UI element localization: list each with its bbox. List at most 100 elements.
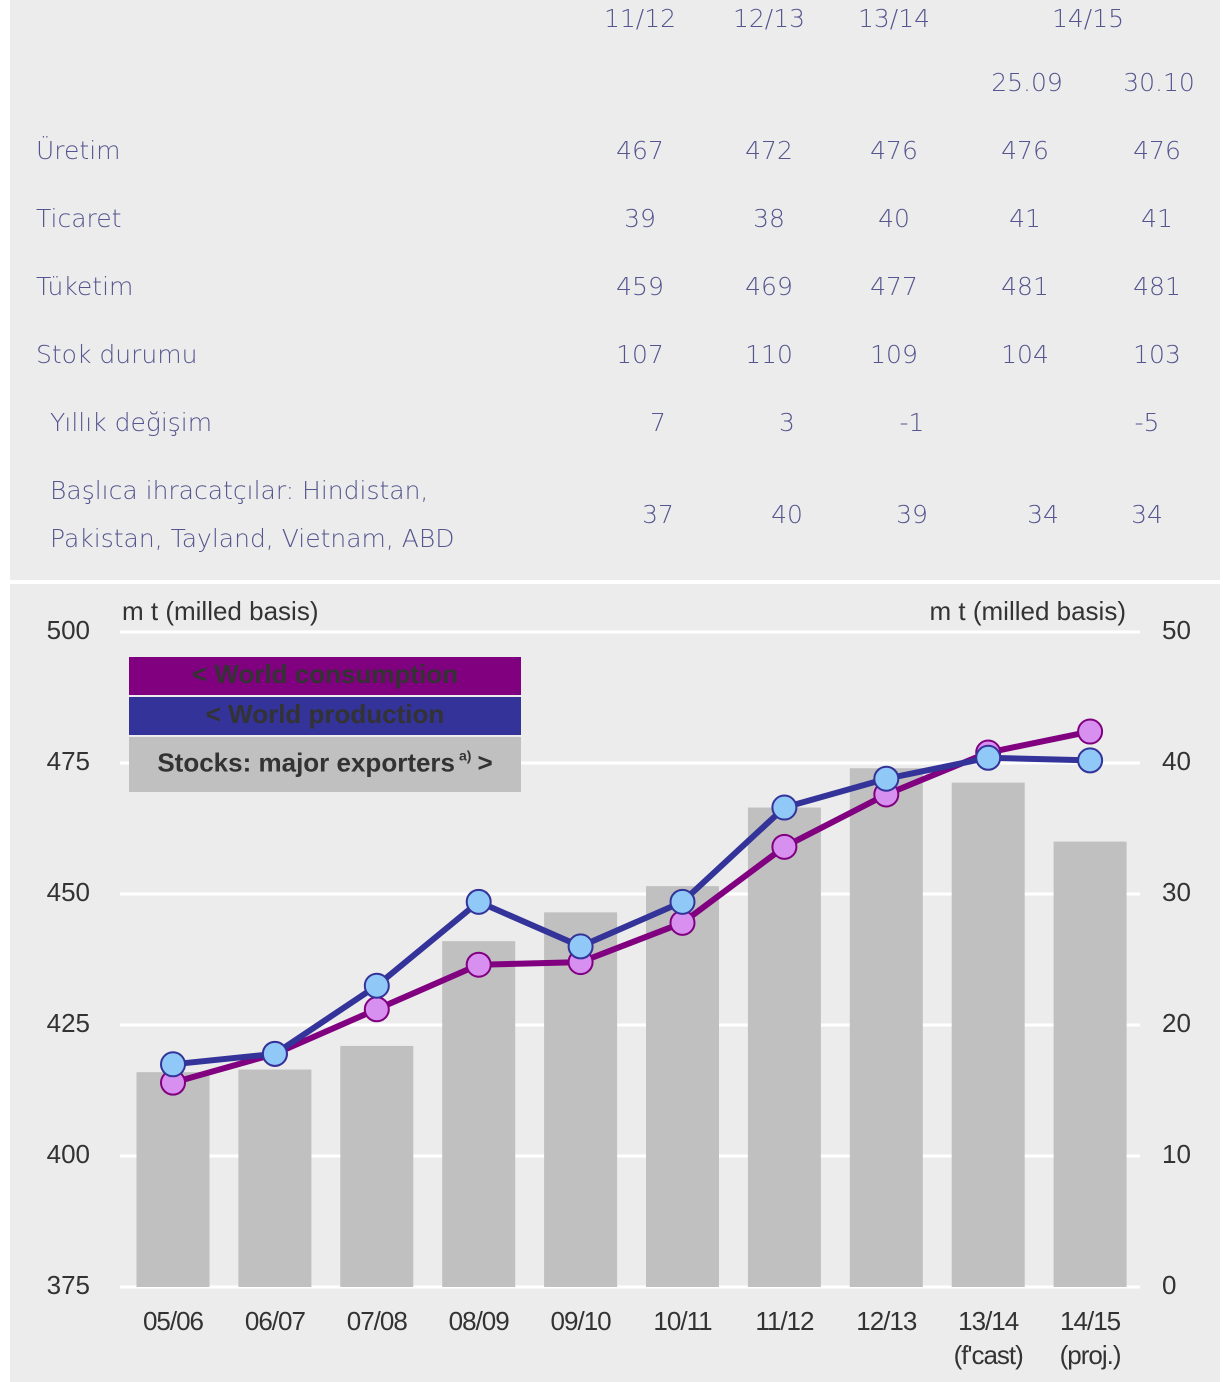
bar xyxy=(646,886,719,1287)
column-header: 13/14 xyxy=(858,4,930,33)
cell: 41 xyxy=(1141,204,1173,233)
y2-tick-label: 50 xyxy=(1162,615,1191,645)
bar xyxy=(442,941,516,1287)
column-header: 12/13 xyxy=(733,4,805,33)
marker xyxy=(465,951,492,978)
marker xyxy=(465,888,492,915)
legend-suffix: > xyxy=(477,747,492,777)
y-label: m t (milled basis) xyxy=(122,596,318,626)
cell: 41 xyxy=(1009,204,1041,233)
cell: 469 xyxy=(745,272,793,301)
x-tick-label: 10/11 xyxy=(653,1306,712,1336)
marker xyxy=(363,972,390,999)
y2-tick-label: 20 xyxy=(1162,1008,1191,1038)
cell: 40 xyxy=(771,500,803,529)
row-label: Tüketim xyxy=(36,272,133,301)
x-tick-label: 07/08 xyxy=(347,1306,408,1336)
x-tick-label: 05/06 xyxy=(143,1306,204,1336)
line xyxy=(172,728,1091,1086)
y-tick-label: 375 xyxy=(47,1270,90,1300)
cell: 7 xyxy=(650,408,666,437)
subcolumn-header: 30.10 xyxy=(1123,68,1195,97)
legend-note: a) xyxy=(459,747,471,763)
bar xyxy=(238,1069,312,1287)
legend-swatch xyxy=(129,697,521,735)
legend-label: < World production xyxy=(206,699,445,729)
bar xyxy=(340,1045,414,1287)
cell: 34 xyxy=(1027,500,1059,529)
marker xyxy=(669,888,696,915)
cell: 40 xyxy=(878,204,910,233)
legend-label: Stocks: major exporters a) > xyxy=(157,747,492,777)
x-tick-label: 12/13 xyxy=(856,1306,917,1336)
y2-tick-label: 0 xyxy=(1162,1270,1176,1300)
cell: 476 xyxy=(870,136,918,165)
marker xyxy=(1077,747,1104,774)
y-tick-label: 475 xyxy=(47,746,90,776)
cell: 39 xyxy=(896,500,928,529)
x-tick-label: 09/10 xyxy=(551,1306,612,1336)
cell: 481 xyxy=(1001,272,1049,301)
x-tick-label: 11/12 xyxy=(755,1306,814,1336)
marker xyxy=(567,933,594,960)
subcolumn-header: 25.09 xyxy=(991,68,1063,97)
x-tick-label: 08/09 xyxy=(449,1306,510,1336)
column-header: 14/15 xyxy=(1052,4,1124,33)
cell: 481 xyxy=(1133,272,1181,301)
bar xyxy=(747,807,821,1287)
x-tick-label: 06/07 xyxy=(245,1306,306,1336)
cell: 39 xyxy=(624,204,656,233)
cell: 477 xyxy=(870,272,918,301)
x-tick-label: 14/15 xyxy=(1060,1306,1121,1336)
bar xyxy=(136,1072,210,1287)
row-label: Stok durumu xyxy=(36,340,197,369)
cell: 107 xyxy=(616,340,664,369)
cell: 104 xyxy=(1001,340,1049,369)
row-label: Pakistan, Tayland, Vietnam, ABD xyxy=(50,524,455,553)
legend-swatch xyxy=(129,737,521,792)
cell: 34 xyxy=(1131,500,1163,529)
cell: -5 xyxy=(1135,408,1160,437)
x-tick-label: 13/14 xyxy=(958,1306,1019,1336)
bar xyxy=(849,768,923,1287)
cell: -1 xyxy=(900,408,925,437)
marker xyxy=(261,1040,288,1067)
cell: 467 xyxy=(616,136,664,165)
y2-tick-label: 30 xyxy=(1162,877,1191,907)
y2-tick-label: 10 xyxy=(1162,1139,1191,1169)
cell: 459 xyxy=(616,272,664,301)
y-tick-label: 500 xyxy=(47,615,90,645)
line xyxy=(172,754,1091,1068)
y-tick-label: 425 xyxy=(47,1008,90,1038)
table-bg xyxy=(10,0,1220,580)
cell: 476 xyxy=(1001,136,1049,165)
cell: 37 xyxy=(642,500,674,529)
legend-name: < World consumption xyxy=(192,659,458,689)
column-header: 11/12 xyxy=(604,4,676,33)
row-label: Yıllık değişim xyxy=(50,408,212,437)
y2-label: m t (milled basis) xyxy=(930,596,1126,626)
cell: 38 xyxy=(753,204,785,233)
legend-name: < World production xyxy=(206,699,445,729)
marker xyxy=(771,833,798,860)
legend-name: Stocks: major exporters xyxy=(157,747,455,777)
marker xyxy=(975,744,1002,771)
cell: 3 xyxy=(779,408,795,437)
y2-tick-label: 40 xyxy=(1162,746,1191,776)
cell: 109 xyxy=(870,340,918,369)
marker xyxy=(771,794,798,821)
marker xyxy=(873,765,900,792)
bar xyxy=(1053,841,1127,1287)
legend-swatch xyxy=(129,657,521,695)
cell: 110 xyxy=(745,340,793,369)
x-tick-sublabel: (f'cast) xyxy=(954,1340,1024,1370)
marker xyxy=(160,1051,186,1078)
y-tick-label: 400 xyxy=(47,1139,90,1169)
y-tick-label: 450 xyxy=(47,877,90,907)
bar xyxy=(951,782,1025,1287)
cell: 103 xyxy=(1133,340,1181,369)
row-label: Ticaret xyxy=(36,204,121,233)
cell: 472 xyxy=(745,136,793,165)
